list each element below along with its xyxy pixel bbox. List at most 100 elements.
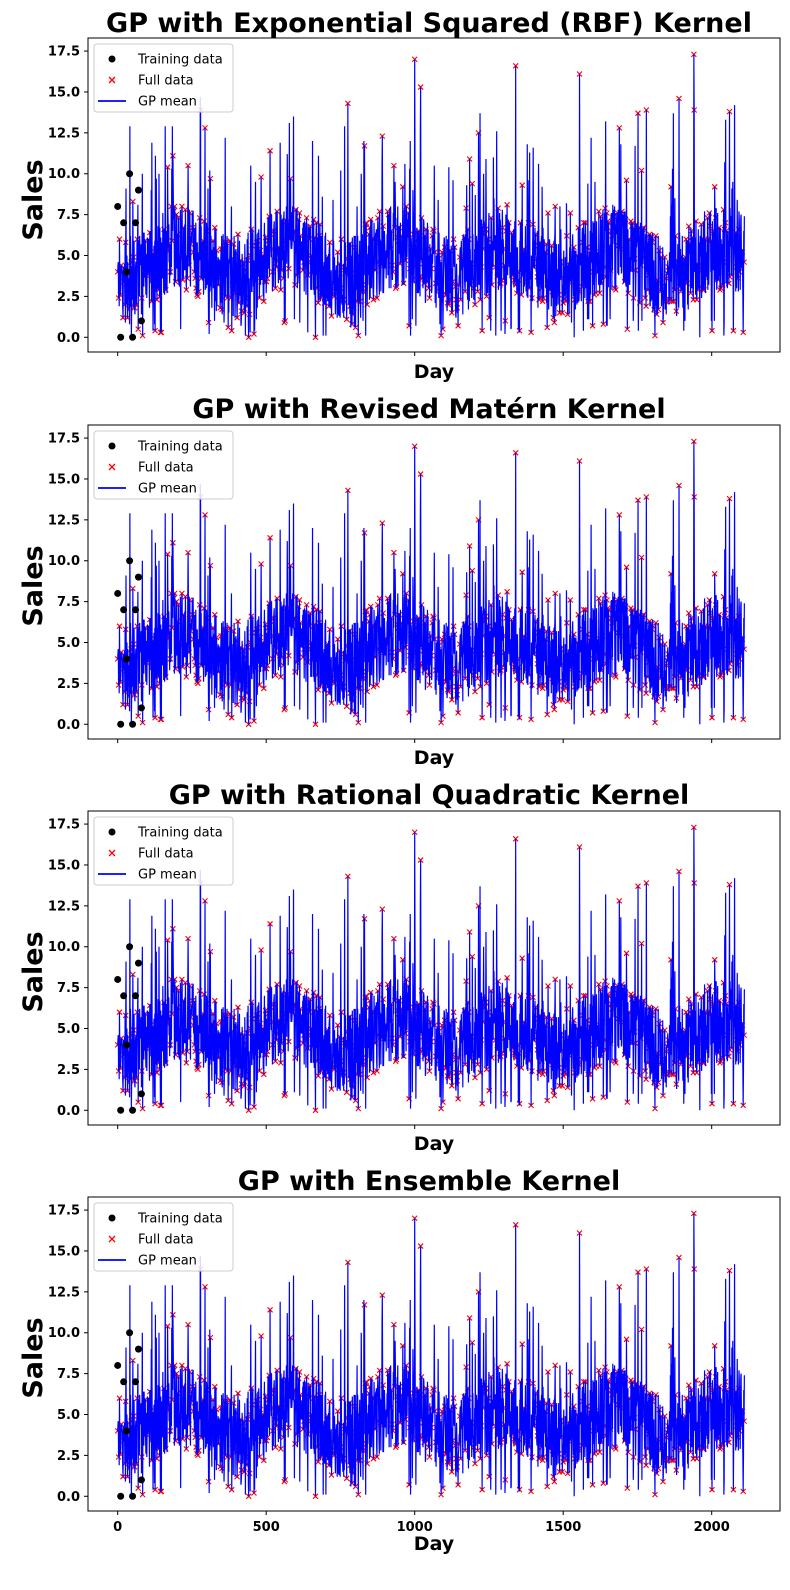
subplot-3-training-point (117, 1106, 125, 1114)
subplot-3-training-point (120, 992, 128, 1000)
subplot-4-ytick-label: 2.5 (57, 1449, 80, 1464)
subplot-3-ytick-label: 15.0 (48, 858, 80, 873)
subplot-3-ytick-label: 5.0 (57, 1022, 80, 1037)
subplot-4-xtick-label: 0 (113, 1520, 122, 1535)
subplot-1-legend-box (93, 43, 234, 113)
subplot-1-training-point (129, 333, 137, 341)
subplot-4-training-point (114, 1361, 122, 1369)
subplot-4-ylabel: Sales (18, 1317, 49, 1398)
subplot-2-title: GP with Revised Matérn Kernel (192, 394, 665, 425)
subplot-3-ytick-label: 17.5 (48, 818, 80, 833)
subplot-4-xtick-label: 1500 (545, 1520, 581, 1535)
subplot-3-gp-mean-line (117, 827, 745, 1111)
subplot-1-ytick-label: 2.5 (57, 290, 80, 305)
subplot-2-gp-mean-line (117, 441, 745, 725)
subplot-1: GP with Exponential Squared (RBF) Kernel… (18, 8, 781, 383)
subplot-4-ytick-label: 17.5 (48, 1204, 80, 1219)
subplot-3-training-point (129, 1106, 137, 1114)
subplot-4-training-point (123, 1427, 131, 1435)
subplot-1-ytick-label: 0.0 (57, 331, 80, 346)
subplot-2-legend-training-marker (108, 442, 116, 450)
subplot-3-frame (87, 810, 781, 1126)
subplot-3-xlabel: Day (414, 1133, 455, 1155)
subplot-4-training-point (132, 1378, 140, 1386)
subplot-1-ytick-label: 7.5 (57, 208, 80, 223)
subplot-2-plot-area (114, 438, 747, 728)
subplot-4-ytick-label: 0.0 (57, 1490, 80, 1505)
subplot-1-ytick-label: 10.0 (48, 167, 80, 182)
subplot-3-ylabel: Sales (18, 931, 49, 1012)
subplot-3-plot-area (114, 824, 747, 1114)
subplot-3-title: GP with Rational Quadratic Kernel (169, 780, 690, 811)
subplot-3-training-point (114, 975, 122, 983)
subplot-1-title: GP with Exponential Squared (RBF) Kernel (106, 8, 752, 39)
subplot-2-legend: Training data Full data GP mean (93, 430, 234, 500)
subplot-4-legend-training-marker (108, 1214, 116, 1222)
subplot-4-training-point (117, 1492, 125, 1500)
subplot-2-training-point (134, 573, 142, 581)
subplot-1-ylabel: Sales (18, 159, 49, 240)
subplot-1-training-point (132, 219, 140, 227)
subplot-2-ytick-label: 5.0 (57, 636, 80, 651)
subplot-3-legend: Training data Full data GP mean (93, 816, 234, 886)
subplot-4-gp-mean-line (117, 1213, 745, 1497)
subplot-2-legend-full-marker (108, 463, 116, 471)
subplot-4-ticks: 0.0 2.5 5.0 7.5 10.0 12.5 15.0 17.5 0 500 1000 1500… (48, 1204, 730, 1535)
subplot-2-ytick-label: 7.5 (57, 595, 80, 610)
subplot-1-series (114, 51, 747, 341)
subplot-4-legend-label: GP mean (138, 1254, 197, 1269)
subplot-1-legend-full-marker (108, 76, 116, 84)
subplot-1-training-point (120, 219, 128, 227)
subplot-2-ylabel: Sales (18, 545, 49, 626)
subplot-2-training-point (129, 720, 137, 728)
subplot-2: GP with Revised Matérn Kernel 0.0 2.5 5.0 7… (18, 394, 781, 769)
subplot-4-legend-full-marker (108, 1235, 116, 1243)
subplot-4-training-point (134, 1345, 142, 1353)
subplot-1-legend-label: Training data (137, 53, 223, 68)
subplot-1-ytick-label: 5.0 (57, 249, 80, 264)
subplot-1-ytick-label: 15.0 (48, 85, 80, 100)
subplot-1-legend: Training data Full data GP mean (93, 43, 234, 113)
subplot-4-training-point (129, 1492, 137, 1500)
subplot-1-training-point (126, 170, 134, 178)
subplot-2-legend-label: Full data (138, 461, 194, 476)
subplot-1-ytick-label: 12.5 (48, 126, 80, 141)
subplot-2-training-point (137, 704, 145, 712)
subplot-1-legend-training-marker (108, 55, 116, 63)
subplot-1-training-point (123, 268, 131, 276)
subplot-3-training-point (126, 943, 134, 951)
subplot-3-training-point (137, 1090, 145, 1098)
subplot-1-legend-label: Full data (138, 74, 194, 89)
subplot-2-legend-box (93, 430, 234, 500)
subplot-2-training-point (126, 557, 134, 565)
subplot-2-ytick-label: 10.0 (48, 554, 80, 569)
subplot-1-training-point (117, 333, 125, 341)
subplot-3-training-point (123, 1041, 131, 1049)
subplot-3: GP with Rational Quadratic Kernel 0.0 2.5… (18, 780, 781, 1155)
subplot-3-ytick-label: 12.5 (48, 899, 80, 914)
subplot-3-ticks: 0.0 2.5 5.0 7.5 10.0 12.5 15.0 17.5 (48, 818, 713, 1129)
subplot-3-ytick-label: 0.0 (57, 1104, 80, 1119)
subplot-1-training-point (137, 317, 145, 325)
subplot-2-training-point (117, 720, 125, 728)
subplot-4-xtick-label: 2000 (694, 1520, 730, 1535)
subplot-3-training-point (132, 992, 140, 1000)
subplot-3-legend-box (93, 816, 234, 886)
subplot-2-training-point (114, 589, 122, 597)
subplot-2-series (114, 438, 747, 728)
subplot-3-legend-training-marker (108, 828, 116, 836)
subplot-2-training-point (123, 655, 131, 663)
subplot-4-ytick-label: 15.0 (48, 1244, 80, 1259)
subplot-3-series (114, 824, 747, 1114)
subplot-2-ticks: 0.0 2.5 5.0 7.5 10.0 12.5 15.0 17.5 (48, 432, 713, 743)
subplot-2-legend-label: GP mean (138, 482, 197, 497)
subplot-1-ytick-label: 17.5 (48, 45, 80, 60)
subplot-4-ytick-label: 10.0 (48, 1326, 80, 1341)
subplot-4-training-point (126, 1329, 134, 1337)
subplot-4-series (114, 1210, 747, 1500)
subplot-4-plot-area (114, 1210, 747, 1500)
subplot-4-legend-label: Training data (137, 1212, 223, 1227)
subplot-4-frame (87, 1196, 781, 1512)
subplot-4-ytick-label: 5.0 (57, 1408, 80, 1423)
